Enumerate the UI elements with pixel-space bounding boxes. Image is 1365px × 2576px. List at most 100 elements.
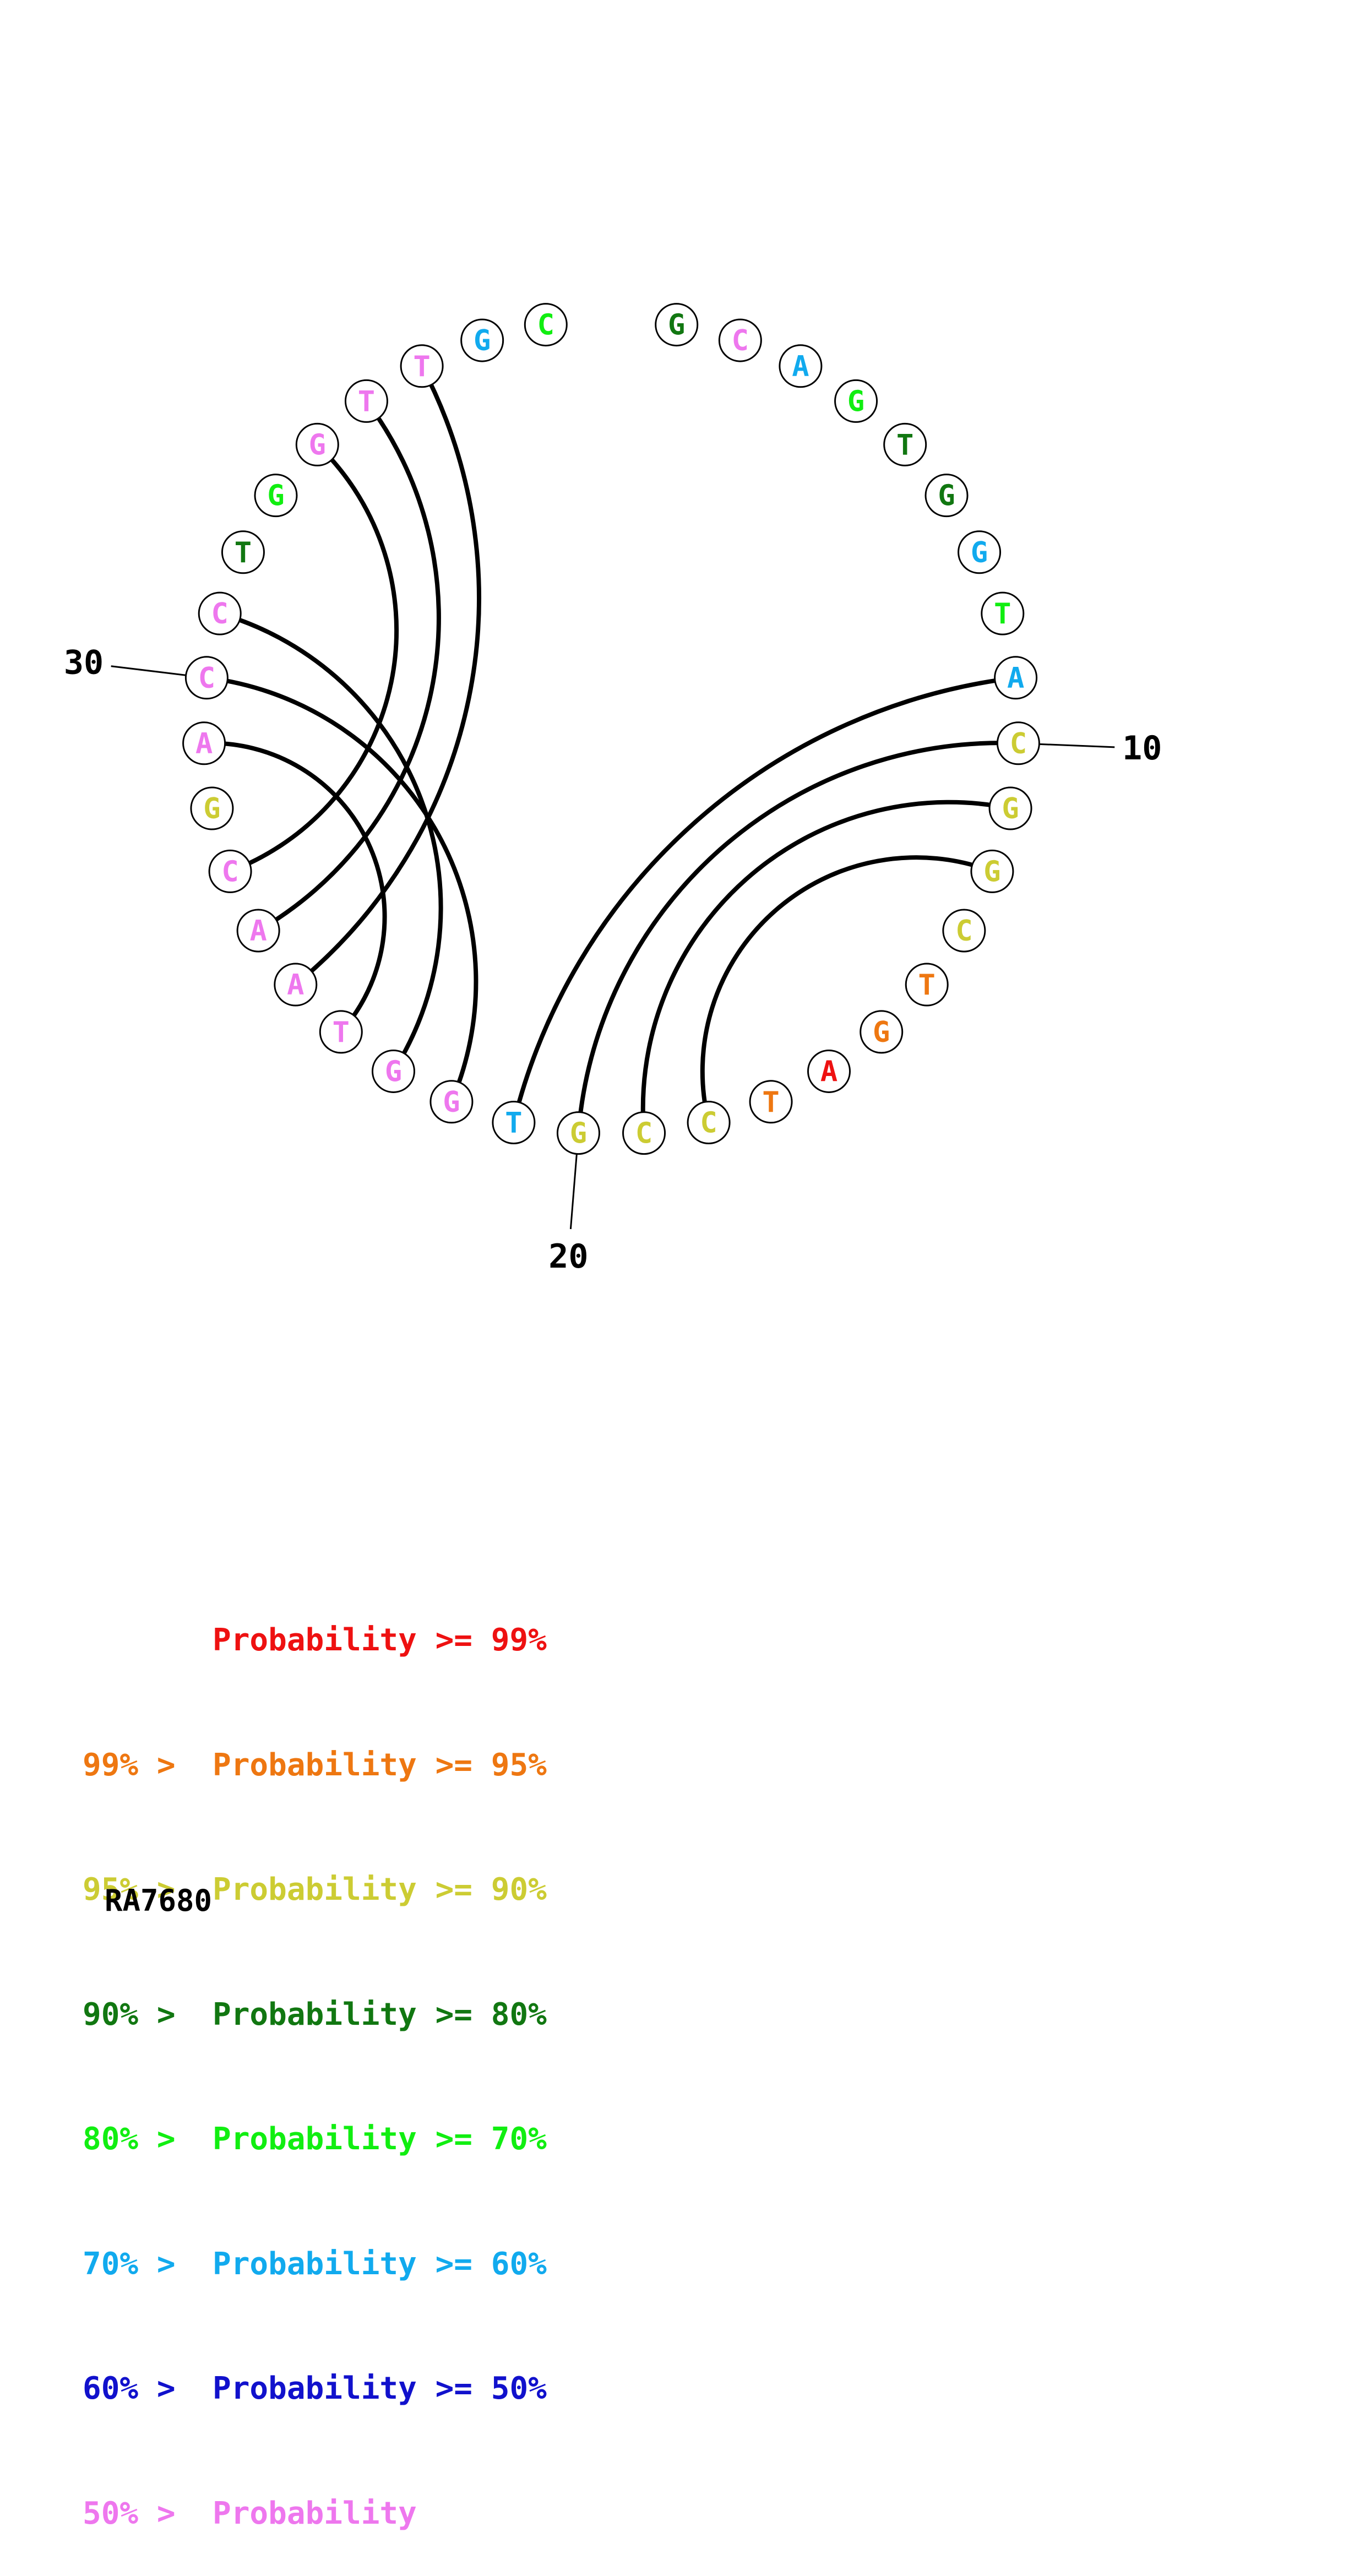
nucleotide-base: G xyxy=(474,324,491,357)
nucleotide: C xyxy=(622,1111,666,1155)
nucleotide-base: G xyxy=(873,1016,890,1049)
legend-row-6: 60% > Probability >= 50% xyxy=(83,2368,547,2410)
nucleotide-circle xyxy=(371,1049,415,1093)
legend-lower-bound: 70% > xyxy=(83,2246,176,2282)
nucleotide-base: G xyxy=(938,480,955,513)
nucleotide-base: T xyxy=(762,1086,779,1119)
base-pair-arc xyxy=(294,365,481,987)
nucleotide-circle xyxy=(779,344,823,388)
nucleotide-base: T xyxy=(896,428,913,461)
legend-label: Probability xyxy=(213,2371,417,2406)
legend-label: Probability xyxy=(213,2246,417,2282)
base-pair-arc xyxy=(512,675,1016,1123)
nucleotide-base: A xyxy=(1007,662,1024,695)
base-pair-arc xyxy=(206,675,478,1103)
base-pair-arc xyxy=(700,855,993,1123)
nucleotide: C xyxy=(718,318,762,362)
base-pair-arc xyxy=(576,741,1019,1133)
nucleotide: T xyxy=(344,379,388,423)
position-label: 30 xyxy=(64,644,104,682)
nucleotide-circle xyxy=(221,530,265,574)
position-label: 20 xyxy=(548,1237,588,1276)
nucleotide-circle xyxy=(942,909,986,953)
nucleotide-circle xyxy=(460,318,504,362)
nucleotide-circle xyxy=(492,1100,536,1144)
nucleotide: G xyxy=(655,303,699,347)
nucleotide-base: A xyxy=(820,1055,838,1088)
nucleotide: C xyxy=(208,849,252,893)
nucleotide: A xyxy=(807,1049,851,1093)
nucleotide-base: G xyxy=(385,1055,402,1088)
nucleotide-circle xyxy=(883,422,927,466)
nucleotide-circle xyxy=(254,474,298,518)
legend-upper-bound: >= 60% xyxy=(435,2246,547,2282)
nucleotide-circle xyxy=(924,474,969,518)
legend-upper-bound: >= 50% xyxy=(435,2371,547,2406)
position-label-line xyxy=(111,665,186,676)
nucleotide: C xyxy=(687,1100,731,1144)
nucleotide-circle xyxy=(718,318,762,362)
nucleotide-circle xyxy=(988,786,1032,830)
legend-label: Probability xyxy=(213,2121,417,2157)
nucleotide: A xyxy=(994,656,1038,700)
legend-row-0: Probability >= 99% xyxy=(83,1619,547,1661)
position-label-lines xyxy=(111,665,1115,1230)
legend-lower-bound: 80% > xyxy=(83,2121,176,2157)
nucleotide-base: C xyxy=(211,597,229,631)
nucleotide-base: G xyxy=(443,1086,460,1119)
nucleotide-base: T xyxy=(994,597,1011,631)
base-pair-arcs xyxy=(204,365,1019,1133)
nucleotide-circle xyxy=(400,344,444,388)
nucleotide-base: C xyxy=(635,1117,652,1150)
nucleotide: T xyxy=(319,1010,363,1054)
nucleotide: G xyxy=(371,1049,415,1093)
probability-legend: Probability >= 99% 99% > Probability >= 9… xyxy=(83,1536,547,2576)
nucleotide: C xyxy=(524,303,568,347)
structure-identifier: RA7680 xyxy=(105,1883,213,1918)
base-pair-arc xyxy=(204,741,387,1034)
legend-row-2: 95% > Probability >= 90% xyxy=(83,1869,547,1911)
legend-label: Probability xyxy=(213,1996,417,2032)
nucleotide: T xyxy=(981,591,1025,635)
nucleotide-base: G xyxy=(309,428,326,461)
nucleotide-base: A xyxy=(195,727,213,760)
legend-upper-bound: >= 80% xyxy=(435,1996,547,2032)
nucleotide: A xyxy=(182,721,226,765)
nucleotide-base: C xyxy=(955,915,972,948)
nucleotide: G xyxy=(970,849,1014,893)
nucleotide-circle xyxy=(236,909,280,953)
nucleotide-base: G xyxy=(668,309,685,342)
legend-upper-bound: >= 95% xyxy=(435,1747,547,1783)
legend-row-1: 99% > Probability >= 95% xyxy=(83,1744,547,1786)
legend-lower-bound: 95% > xyxy=(83,1872,176,1907)
nucleotide: G xyxy=(924,474,969,518)
nucleotide: A xyxy=(274,963,318,1007)
nucleotide-base: C xyxy=(700,1106,717,1139)
legend-lower-bound: 99% > xyxy=(83,1747,176,1783)
nucleotide-circle xyxy=(208,849,252,893)
nucleotide-base: C xyxy=(1010,727,1027,760)
nucleotide-circle xyxy=(524,303,568,347)
nucleotide-base: A xyxy=(792,350,809,383)
legend-label: Probability xyxy=(213,1872,417,1907)
nucleotide: G xyxy=(254,474,298,518)
nucleotide-base: T xyxy=(358,385,375,418)
legend-row-3: 90% > Probability >= 80% xyxy=(83,1994,547,2036)
legend-upper-bound: >= 70% xyxy=(435,2121,547,2157)
nucleotide-circle xyxy=(198,591,242,635)
position-label: 10 xyxy=(1122,729,1162,768)
nucleotide: G xyxy=(988,786,1032,830)
nucleotide: T xyxy=(749,1080,793,1124)
nucleotide-base: G xyxy=(267,480,284,513)
legend-upper-bound: >= 90% xyxy=(435,1872,547,1907)
nucleotide-base: G xyxy=(971,536,988,569)
nucleotide-base: C xyxy=(221,855,238,888)
nucleotide-base: C xyxy=(732,324,749,357)
nucleotide-circle xyxy=(295,422,339,466)
nucleotide-base: T xyxy=(505,1106,522,1139)
nucleotide-circle xyxy=(807,1049,851,1093)
base-pair-arc xyxy=(219,611,443,1073)
nucleotide-base: T xyxy=(413,350,430,383)
legend-lower-bound: 50% > xyxy=(83,2495,176,2531)
